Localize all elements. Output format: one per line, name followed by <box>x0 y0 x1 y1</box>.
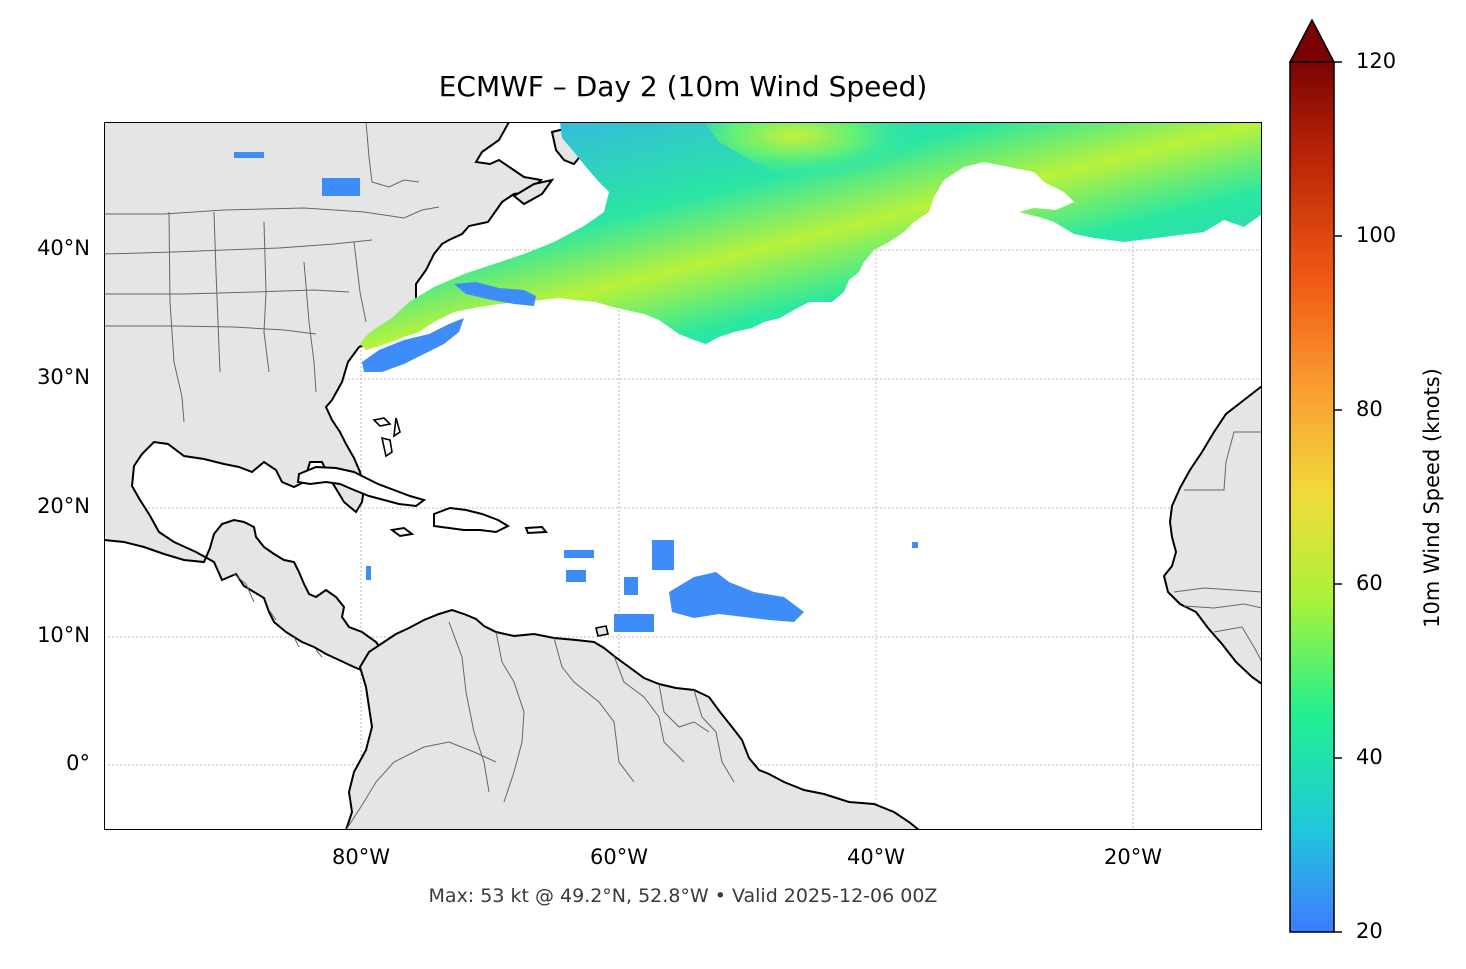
colorbar-tick-label: 120 <box>1356 49 1397 73</box>
map-svg <box>104 122 1262 830</box>
cuba-island <box>296 465 427 508</box>
colorbar-tick-label: 20 <box>1356 919 1383 943</box>
colorbar-tick-label: 40 <box>1356 745 1383 769</box>
jamaica-island <box>389 526 415 538</box>
lat-tick-label: 40°N <box>37 236 90 260</box>
lat-tick-label: 0° <box>66 751 90 775</box>
wind-speed-field <box>234 122 1262 632</box>
lat-tick-label: 10°N <box>37 623 90 647</box>
lon-tick-label: 40°W <box>847 845 905 869</box>
africa-landmass <box>1162 384 1262 686</box>
map-title: ECMWF – Day 2 (10m Wind Speed) <box>438 70 928 103</box>
lat-tick-label: 30°N <box>37 365 90 389</box>
lon-tick-label: 60°W <box>590 845 648 869</box>
colorbar-tick-label: 100 <box>1356 223 1397 247</box>
political-borders <box>104 122 1262 830</box>
south-america-landmass <box>344 608 921 830</box>
wind-field-north-atlantic <box>360 122 1262 350</box>
lon-tick-label: 80°W <box>332 845 390 869</box>
wind-field-scattered-patches <box>234 152 918 632</box>
colorbar-gradient <box>1289 61 1335 933</box>
colorbar-extend-max-arrow <box>1288 18 1336 63</box>
map-panel[interactable] <box>104 122 1262 830</box>
wind-field-core <box>704 122 964 212</box>
colorbar <box>1288 18 1342 933</box>
colorbar-tick-label: 80 <box>1356 397 1383 421</box>
bahamas-islands <box>372 417 401 458</box>
colorbar-label: 10m Wind Speed (knots) <box>1420 368 1444 628</box>
north-america-landmass <box>104 122 544 680</box>
trinidad-island <box>595 625 609 637</box>
max-wind-caption: Max: 53 kt @ 49.2°N, 52.8°W • Valid 2025… <box>428 885 938 907</box>
puerto-rico-island <box>524 525 548 535</box>
lon-tick-label: 20°W <box>1104 845 1162 869</box>
hispaniola-island <box>433 506 511 534</box>
lat-tick-label: 20°N <box>37 494 90 518</box>
nova-scotia <box>512 178 555 206</box>
colorbar-tick-label: 60 <box>1356 571 1383 595</box>
